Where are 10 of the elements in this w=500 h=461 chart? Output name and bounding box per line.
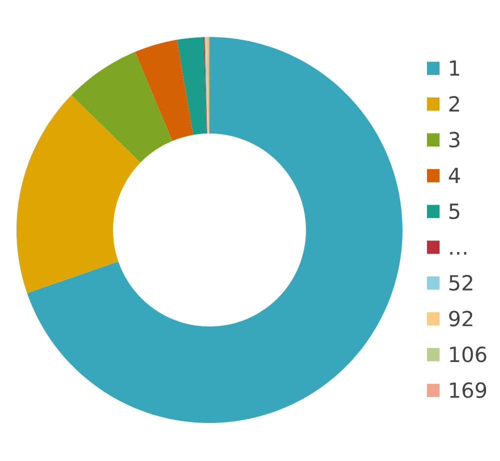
legend-label: 3 — [449, 132, 460, 148]
legend-label: 52 — [449, 274, 472, 291]
legend-label: 169 — [450, 382, 486, 398]
legend-label: 4 — [448, 168, 460, 184]
legend-label: 106 — [450, 346, 486, 362]
legend-label: 92 — [449, 310, 472, 326]
legend-label: 5 — [449, 204, 460, 220]
legend-label: 1 — [450, 60, 460, 76]
legend-label: … — [450, 252, 466, 255]
legend-label: 2 — [449, 96, 459, 112]
